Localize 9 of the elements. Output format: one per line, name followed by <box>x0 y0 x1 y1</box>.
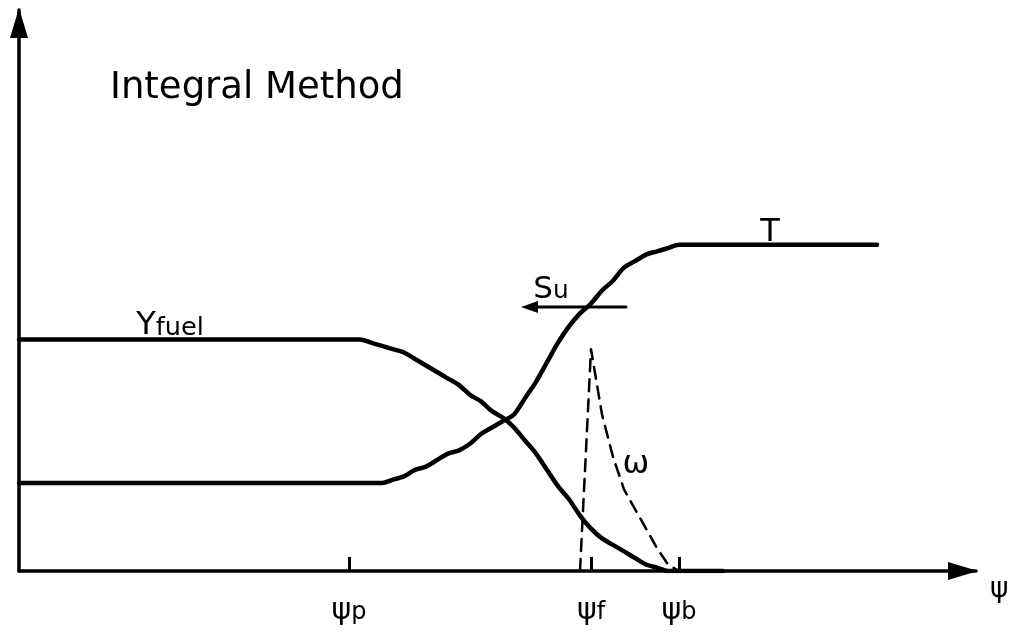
annotation: Su <box>533 268 569 305</box>
series-label: Yfuel <box>135 304 204 343</box>
x-tick-label: ψf <box>576 590 606 626</box>
x-tick-label: ψb <box>661 590 697 626</box>
chart-title: Integral Method <box>110 64 404 107</box>
series-label: ω <box>622 443 650 482</box>
x-tick-label: ψp <box>331 590 367 626</box>
series-label: T <box>759 211 781 250</box>
x-axis-title: ψ <box>990 570 1009 604</box>
